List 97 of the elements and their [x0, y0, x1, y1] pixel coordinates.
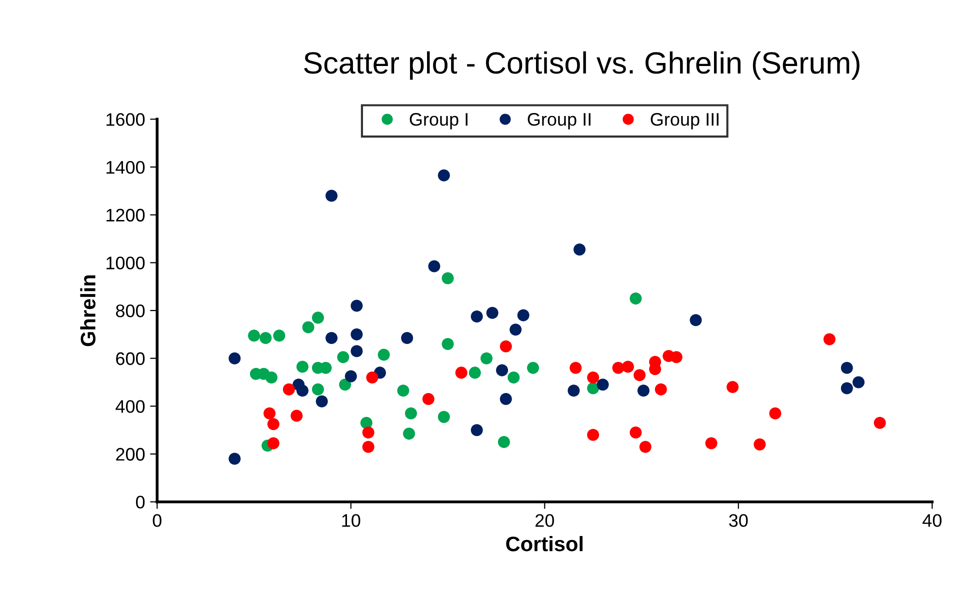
x-tick-label: 20	[536, 514, 554, 527]
point	[362, 426, 374, 438]
point	[397, 384, 410, 397]
point	[705, 437, 718, 450]
point	[634, 369, 646, 382]
point	[378, 348, 390, 361]
chart-title: Scatter plot - Cortisol vs. Ghrelin (Serum)	[304, 51, 860, 80]
point	[840, 382, 853, 394]
point	[498, 436, 510, 448]
point	[316, 395, 328, 408]
point	[517, 309, 530, 322]
y-tick-label: 800	[116, 304, 145, 318]
point	[296, 384, 308, 397]
point	[726, 381, 739, 394]
point	[840, 362, 853, 374]
point	[404, 407, 417, 420]
x-tick-label: 30	[729, 514, 748, 527]
y-tick-label: 1400	[106, 160, 145, 174]
point	[568, 384, 580, 397]
point	[574, 244, 586, 256]
point	[248, 330, 260, 342]
point	[366, 371, 378, 384]
y-tick-label: 0	[136, 496, 145, 509]
point	[422, 392, 434, 406]
point	[486, 306, 498, 319]
point	[630, 292, 642, 305]
point	[630, 426, 642, 438]
point	[267, 418, 280, 430]
y-tick-label: 400	[116, 400, 145, 413]
point	[470, 310, 483, 323]
x-tick-label: 40	[922, 514, 942, 527]
point	[468, 366, 481, 379]
point	[823, 333, 836, 346]
legend-label: Group II	[528, 112, 590, 130]
x-tick-label: 10	[342, 514, 360, 527]
point	[438, 169, 450, 182]
point	[403, 428, 416, 440]
point	[670, 351, 682, 364]
point	[337, 351, 350, 364]
point	[637, 384, 650, 397]
point	[654, 383, 667, 396]
point	[754, 438, 766, 450]
point	[344, 370, 357, 382]
point	[442, 338, 454, 350]
point	[480, 352, 493, 364]
point	[350, 328, 363, 340]
point	[228, 352, 241, 364]
point	[401, 332, 414, 344]
point	[282, 383, 295, 396]
point	[527, 362, 540, 374]
point	[326, 332, 338, 344]
point	[428, 260, 440, 272]
point	[339, 378, 352, 391]
point	[596, 378, 609, 391]
point	[264, 407, 276, 420]
point	[273, 330, 286, 342]
point	[362, 440, 374, 453]
point	[496, 364, 508, 376]
x-axis-title: Cortisol	[506, 536, 583, 552]
point	[510, 324, 522, 336]
point	[312, 312, 324, 324]
point	[265, 371, 278, 384]
point	[267, 437, 280, 450]
point	[470, 424, 483, 436]
point	[874, 416, 886, 429]
point	[508, 371, 520, 384]
point	[587, 371, 600, 384]
point	[350, 345, 363, 358]
point	[312, 383, 324, 396]
y-tick-label: 600	[116, 352, 145, 366]
y-tick-label: 1600	[106, 113, 145, 126]
point	[290, 410, 303, 422]
point	[500, 392, 512, 406]
point	[690, 314, 702, 326]
point	[500, 340, 512, 352]
y-tick-label: 1200	[106, 208, 145, 222]
point	[455, 366, 468, 379]
point	[260, 332, 272, 344]
y-tick-label: 1000	[106, 256, 145, 270]
y-tick-label: 200	[116, 448, 145, 461]
point	[769, 407, 782, 420]
point	[438, 410, 450, 423]
point	[302, 321, 314, 334]
point	[587, 428, 600, 441]
x-tick-label: 0	[152, 514, 162, 527]
point	[326, 190, 338, 202]
point	[639, 440, 652, 453]
point	[622, 360, 634, 373]
point	[570, 362, 582, 374]
y-axis-title: Ghrelin	[80, 275, 96, 346]
point	[442, 272, 454, 284]
point	[852, 376, 865, 388]
point	[296, 360, 308, 373]
legend-label: Group I	[410, 112, 468, 130]
legend-label: Group III	[650, 112, 718, 130]
point	[228, 452, 241, 465]
point	[350, 300, 363, 312]
